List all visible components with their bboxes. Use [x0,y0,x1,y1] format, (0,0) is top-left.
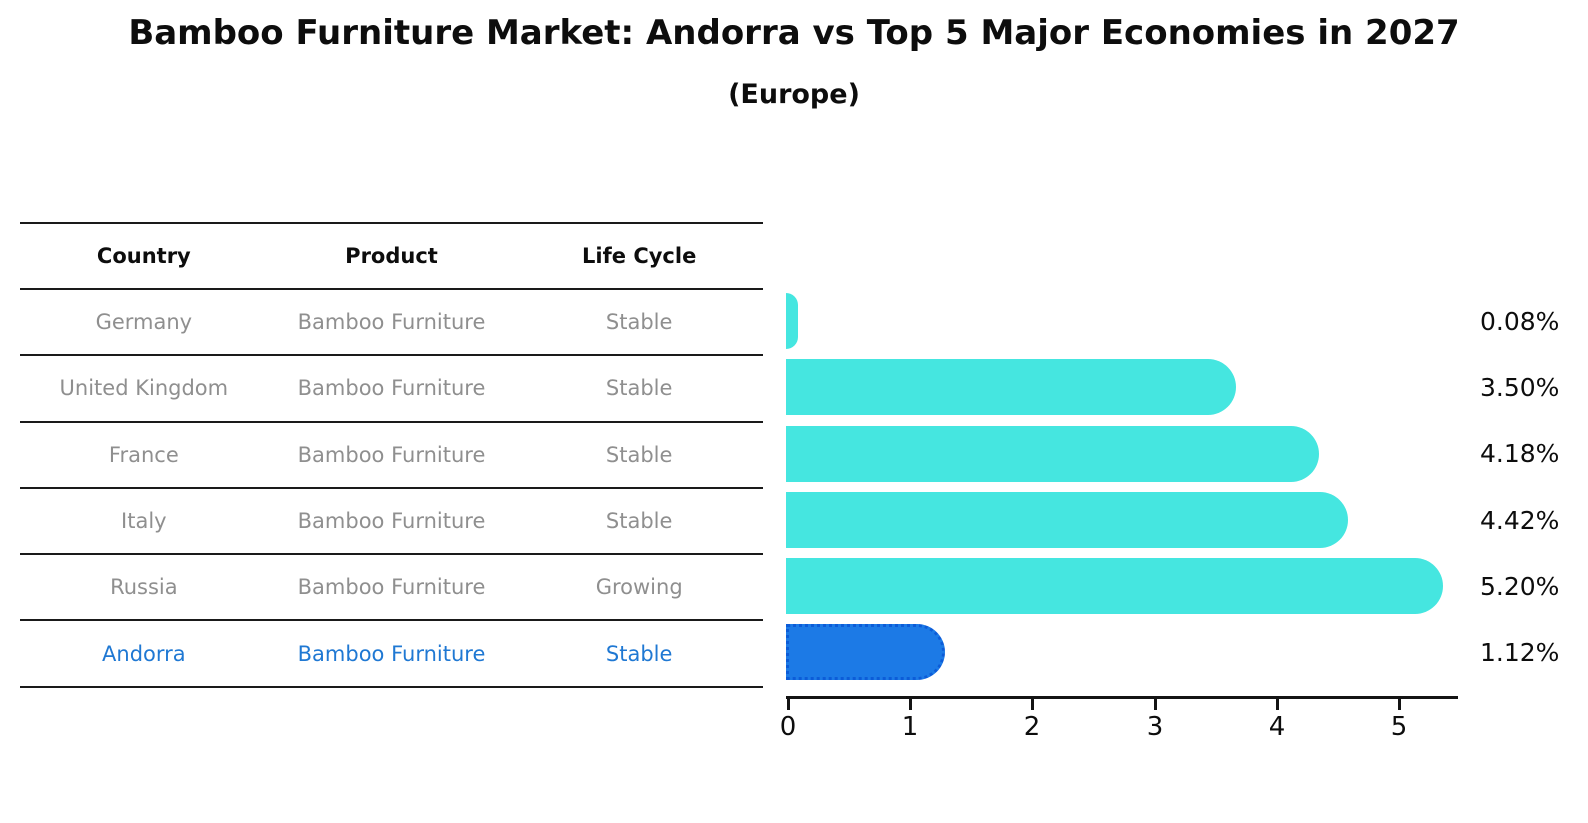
x-axis-tick-label: 5 [1390,712,1408,742]
column-header-lifecycle: Life Cycle [582,244,697,268]
product-cell: Bamboo Furniture [297,509,486,534]
product-cell: Bamboo Furniture [297,575,486,600]
country-cell: United Kingdom [59,376,229,401]
table-row: France Bamboo Furniture Stable [20,423,763,489]
x-axis-tick-label: 2 [1023,712,1041,742]
page-title: Bamboo Furniture Market: Andorra vs Top … [128,13,1460,53]
product-cell: Bamboo Furniture [297,376,486,401]
bar-value-label: 1.12% [1480,638,1560,668]
lifecycle-cell: Stable [605,641,673,666]
data-table: Country Product Life Cycle Germany Bambo… [20,222,763,688]
chart-row: 5.20% [786,553,1588,619]
x-axis-tick-mark [1154,699,1157,710]
lifecycle-cell: Stable [605,509,673,534]
bar [786,491,1348,548]
x-axis-tick-mark [1398,699,1401,710]
column-header-country: Country [96,244,191,268]
lifecycle-cell: Stable [605,442,673,467]
table-header-row: Country Product Life Cycle [20,224,763,290]
table-row: Italy Bamboo Furniture Stable [20,489,763,556]
country-cell: Italy [121,509,167,534]
x-axis-tick-label: 1 [901,712,919,742]
lifecycle-cell: Stable [605,310,673,335]
bar-value-label: 5.20% [1480,571,1560,601]
chart-row: 3.50% [786,354,1588,420]
bar [786,425,1319,482]
bar [786,293,798,349]
product-cell: Bamboo Furniture [297,641,486,666]
bar [786,359,1236,416]
country-cell: France [108,442,179,467]
bar [786,558,1443,615]
x-axis-tick-label: 4 [1268,712,1286,742]
bar-value-label: 0.08% [1480,306,1560,336]
lifecycle-cell: Growing [595,575,683,600]
x-axis-ticks: 0 1 2 3 4 5 [780,699,1458,744]
chart-row: 0.08% [786,288,1588,354]
x-axis-tick-mark [1031,699,1034,710]
product-cell: Bamboo Furniture [297,442,486,467]
table-row: Andorra Bamboo Furniture Stable [20,621,763,688]
country-cell: Russia [110,575,178,600]
column-header-product: Product [345,244,438,268]
bar-value-label: 4.18% [1480,439,1560,469]
chart-row: 4.42% [786,487,1588,553]
x-axis-tick-mark [909,699,912,710]
bar-value-label: 4.42% [1480,505,1560,535]
table-body: Germany Bamboo Furniture Stable United K… [20,290,763,688]
page-subtitle: (Europe) [728,79,860,110]
x-axis-tick-label: 0 [779,712,797,742]
country-cell: Andorra [102,641,186,666]
x-axis-tick-mark [787,699,790,710]
chart-row: 4.18% [786,421,1588,487]
bar [786,624,945,681]
table-row: Russia Bamboo Furniture Growing [20,555,763,622]
lifecycle-cell: Stable [605,376,673,401]
x-axis-line [786,696,1458,699]
bar-chart: 0.08% 3.50% 4.18% 4.42% 5.20% 1.12% [786,288,1588,688]
x-axis-tick-mark [1276,699,1279,710]
product-cell: Bamboo Furniture [297,310,486,335]
chart-row: 1.12% [786,619,1588,685]
x-axis-tick-label: 3 [1146,712,1164,742]
table-row: United Kingdom Bamboo Furniture Stable [20,356,763,423]
country-cell: Germany [95,310,193,335]
table-row: Germany Bamboo Furniture Stable [20,290,763,357]
bar-value-label: 3.50% [1480,372,1560,402]
